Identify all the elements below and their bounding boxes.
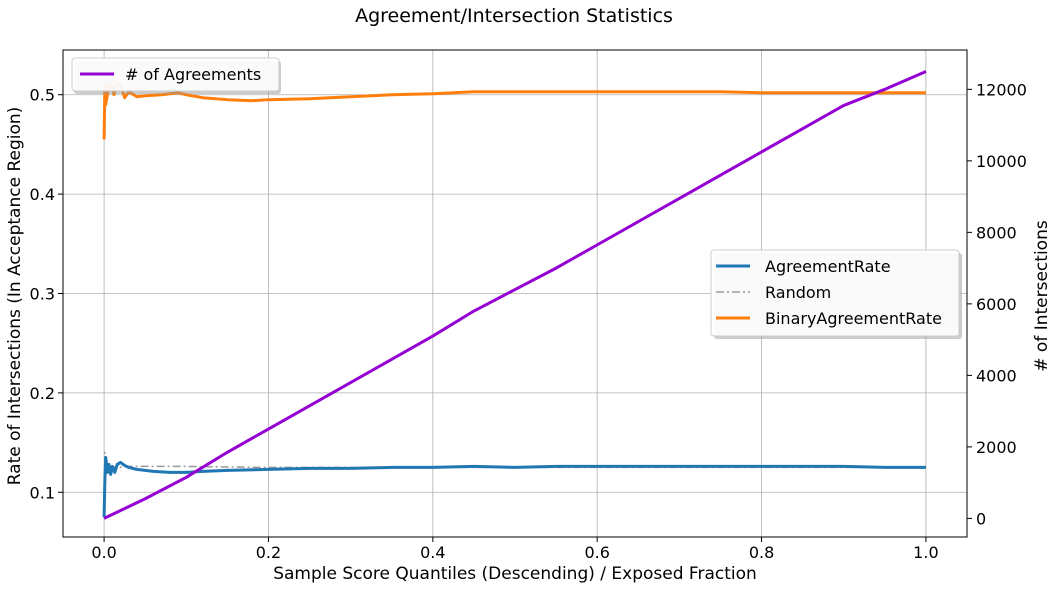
legend-label-agreementrate: AgreementRate xyxy=(765,257,891,276)
y-right-tick-label: 4000 xyxy=(976,366,1017,385)
y-tick-label: 0.4 xyxy=(30,185,55,204)
legend-rates: AgreementRate Random BinaryAgreementRate xyxy=(710,249,962,339)
y-axis-ticks: 0.1 0.2 0.3 0.4 0.5 xyxy=(30,86,63,502)
y-right-tick-label: 8000 xyxy=(976,223,1017,242)
y-right-tick-label: 10000 xyxy=(976,152,1027,171)
y-tick-label: 0.5 xyxy=(30,86,55,105)
x-axis-label: Sample Score Quantiles (Descending) / Ex… xyxy=(273,564,757,584)
y-right-tick-label: 0 xyxy=(976,509,986,528)
x-tick-label: 1.0 xyxy=(913,543,938,562)
series-line-agreementrate xyxy=(102,455,926,518)
chart-title: Agreement/Intersection Statistics xyxy=(355,5,673,27)
series-line-of-agreements xyxy=(103,70,927,520)
x-axis-ticks: 0.0 0.2 0.4 0.6 0.8 1.0 xyxy=(91,537,939,562)
x-tick-label: 0.0 xyxy=(91,543,116,562)
y-right-axis-label: # of Intersections xyxy=(1032,220,1052,372)
y-tick-label: 0.1 xyxy=(30,483,55,502)
y-right-axis-ticks: 0 2000 4000 6000 8000 10000 12000 xyxy=(967,80,1027,528)
y-tick-label: 0.2 xyxy=(30,384,55,403)
y-right-tick-label: 6000 xyxy=(976,295,1017,314)
series-line-random xyxy=(103,451,926,513)
x-tick-label: 0.2 xyxy=(256,543,281,562)
y-tick-label: 0.3 xyxy=(30,285,55,304)
legend-agreements: # of Agreements xyxy=(71,57,281,94)
legend-label-random: Random xyxy=(765,283,831,302)
legend-label-binaryagreementrate: BinaryAgreementRate xyxy=(765,309,942,328)
y-right-tick-label: 12000 xyxy=(976,80,1027,99)
y-right-tick-label: 2000 xyxy=(976,438,1017,457)
x-tick-label: 0.4 xyxy=(420,543,445,562)
legend-label-agreements: # of Agreements xyxy=(125,65,261,84)
x-tick-label: 0.8 xyxy=(749,543,774,562)
x-tick-label: 0.6 xyxy=(584,543,609,562)
y-axis-label: Rate of Intersections (In Acceptance Reg… xyxy=(5,107,25,486)
